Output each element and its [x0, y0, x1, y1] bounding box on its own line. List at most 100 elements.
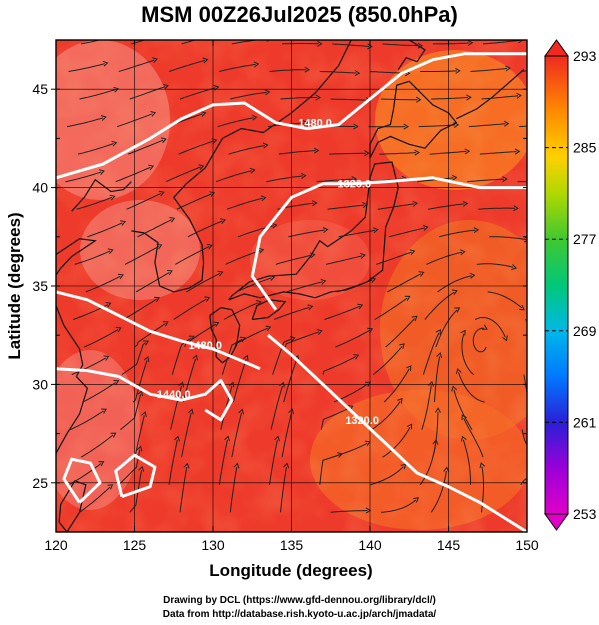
- streamline-arrow: [460, 329, 466, 336]
- streamline: [266, 175, 303, 183]
- streamline-arrow: [302, 120, 309, 127]
- streamline: [137, 219, 172, 238]
- streamline-arrow: [404, 295, 411, 301]
- streamline: [219, 63, 256, 72]
- streamline-arrow: [304, 66, 310, 73]
- streamline-arrow: [451, 174, 458, 181]
- contour-label: 1480.0: [188, 340, 222, 352]
- streamline-arrow: [213, 321, 220, 327]
- streamline-arrow: [238, 408, 244, 415]
- height-contours: 1480.0 1320.0 1480.0 1320.0 1440.0: [56, 52, 527, 532]
- streamline-arrow: [198, 164, 205, 170]
- streamline: [424, 291, 455, 320]
- streamline: [379, 152, 417, 155]
- streamline-arrow: [143, 356, 150, 363]
- streamline-arrow: [459, 249, 466, 256]
- streamline: [79, 89, 116, 100]
- streamline: [76, 196, 113, 210]
- streamline: [215, 170, 252, 183]
- streamline-arrow: [455, 67, 461, 74]
- streamline: [463, 417, 484, 458]
- streamline: [382, 427, 411, 458]
- streamline: [461, 333, 474, 375]
- streamline: [274, 306, 310, 320]
- streamline: [320, 407, 351, 430]
- y-tick-label: 40: [32, 180, 48, 196]
- streamline: [453, 389, 473, 430]
- streamline: [131, 40, 146, 45]
- colorbar-bar: [544, 55, 569, 515]
- streamline-arrow: [413, 497, 419, 503]
- streamline-arrow: [115, 33, 120, 38]
- streamline-arrow: [502, 335, 508, 342]
- streamline: [221, 338, 243, 375]
- streamline-arrow: [260, 195, 267, 202]
- streamline: [225, 250, 261, 265]
- y-tick-label: 45: [32, 81, 48, 97]
- streamline-arrow: [264, 89, 271, 96]
- streamline: [382, 43, 420, 47]
- streamline: [387, 273, 422, 293]
- streamline: [275, 254, 312, 265]
- coastline: [251, 299, 287, 321]
- streamline: [170, 385, 183, 430]
- streamline-arrow: [249, 167, 256, 174]
- streamlines: [65, 32, 570, 514]
- streamline: [77, 143, 114, 155]
- streamline-arrow: [435, 329, 441, 335]
- streamline-arrow: [411, 315, 418, 322]
- streamline: [467, 178, 505, 183]
- x-tick-label: 125: [123, 537, 147, 553]
- streamline-arrow: [117, 273, 124, 280]
- streamline-arrow: [453, 121, 460, 129]
- streamline-arrow: [220, 218, 227, 224]
- contour-label: 1440.0: [157, 389, 191, 401]
- streamline-arrow: [255, 300, 262, 306]
- streamline-arrow: [322, 227, 329, 233]
- streamline-arrow: [513, 205, 519, 212]
- streamline-arrow: [353, 123, 359, 130]
- streamline: [115, 166, 151, 183]
- chart-title: MSM 00Z26Jul2025 (850.0hPa): [141, 2, 458, 27]
- streamline-arrow: [160, 137, 167, 144]
- x-tick-label: 150: [515, 537, 539, 553]
- streamline: [487, 291, 523, 309]
- streamline: [428, 203, 465, 210]
- streamline: [422, 332, 440, 375]
- streamline: [66, 117, 104, 128]
- coastline: [456, 69, 525, 120]
- streamline: [118, 59, 155, 72]
- streamline-arrow: [519, 305, 525, 311]
- streamline-arrow: [109, 194, 116, 201]
- streamline: [181, 40, 197, 45]
- streamline: [284, 331, 320, 348]
- y-tick-label: 30: [32, 376, 48, 392]
- streamline: [270, 385, 283, 430]
- streamline: [520, 477, 527, 486]
- streamline: [218, 439, 228, 485]
- streamline-arrow: [467, 40, 474, 46]
- streamline-arrow: [436, 352, 443, 359]
- streamline: [429, 150, 467, 155]
- streamline-arrow: [166, 269, 173, 276]
- streamline-arrow: [300, 172, 307, 179]
- streamline: [176, 193, 212, 210]
- y-axis: 25 30 35 40 45: [32, 39, 527, 533]
- streamline: [371, 401, 401, 431]
- streamline-arrow: [209, 191, 216, 197]
- streamline: [117, 113, 153, 128]
- streamline: [228, 145, 265, 155]
- streamline: [388, 227, 426, 238]
- streamline-arrow: [283, 462, 290, 469]
- streamline: [533, 40, 570, 44]
- streamline: [377, 203, 415, 210]
- streamline: [523, 374, 527, 396]
- streamline: [65, 171, 102, 183]
- streamline-arrow: [143, 340, 149, 346]
- streamline: [438, 229, 476, 238]
- coastline: [397, 40, 426, 70]
- streamline-arrow: [514, 148, 521, 155]
- streamline-arrow: [216, 32, 221, 37]
- x-axis: 120 125 130 135 140 145 150: [44, 40, 539, 553]
- colorbar-tick-label: 293: [573, 48, 597, 64]
